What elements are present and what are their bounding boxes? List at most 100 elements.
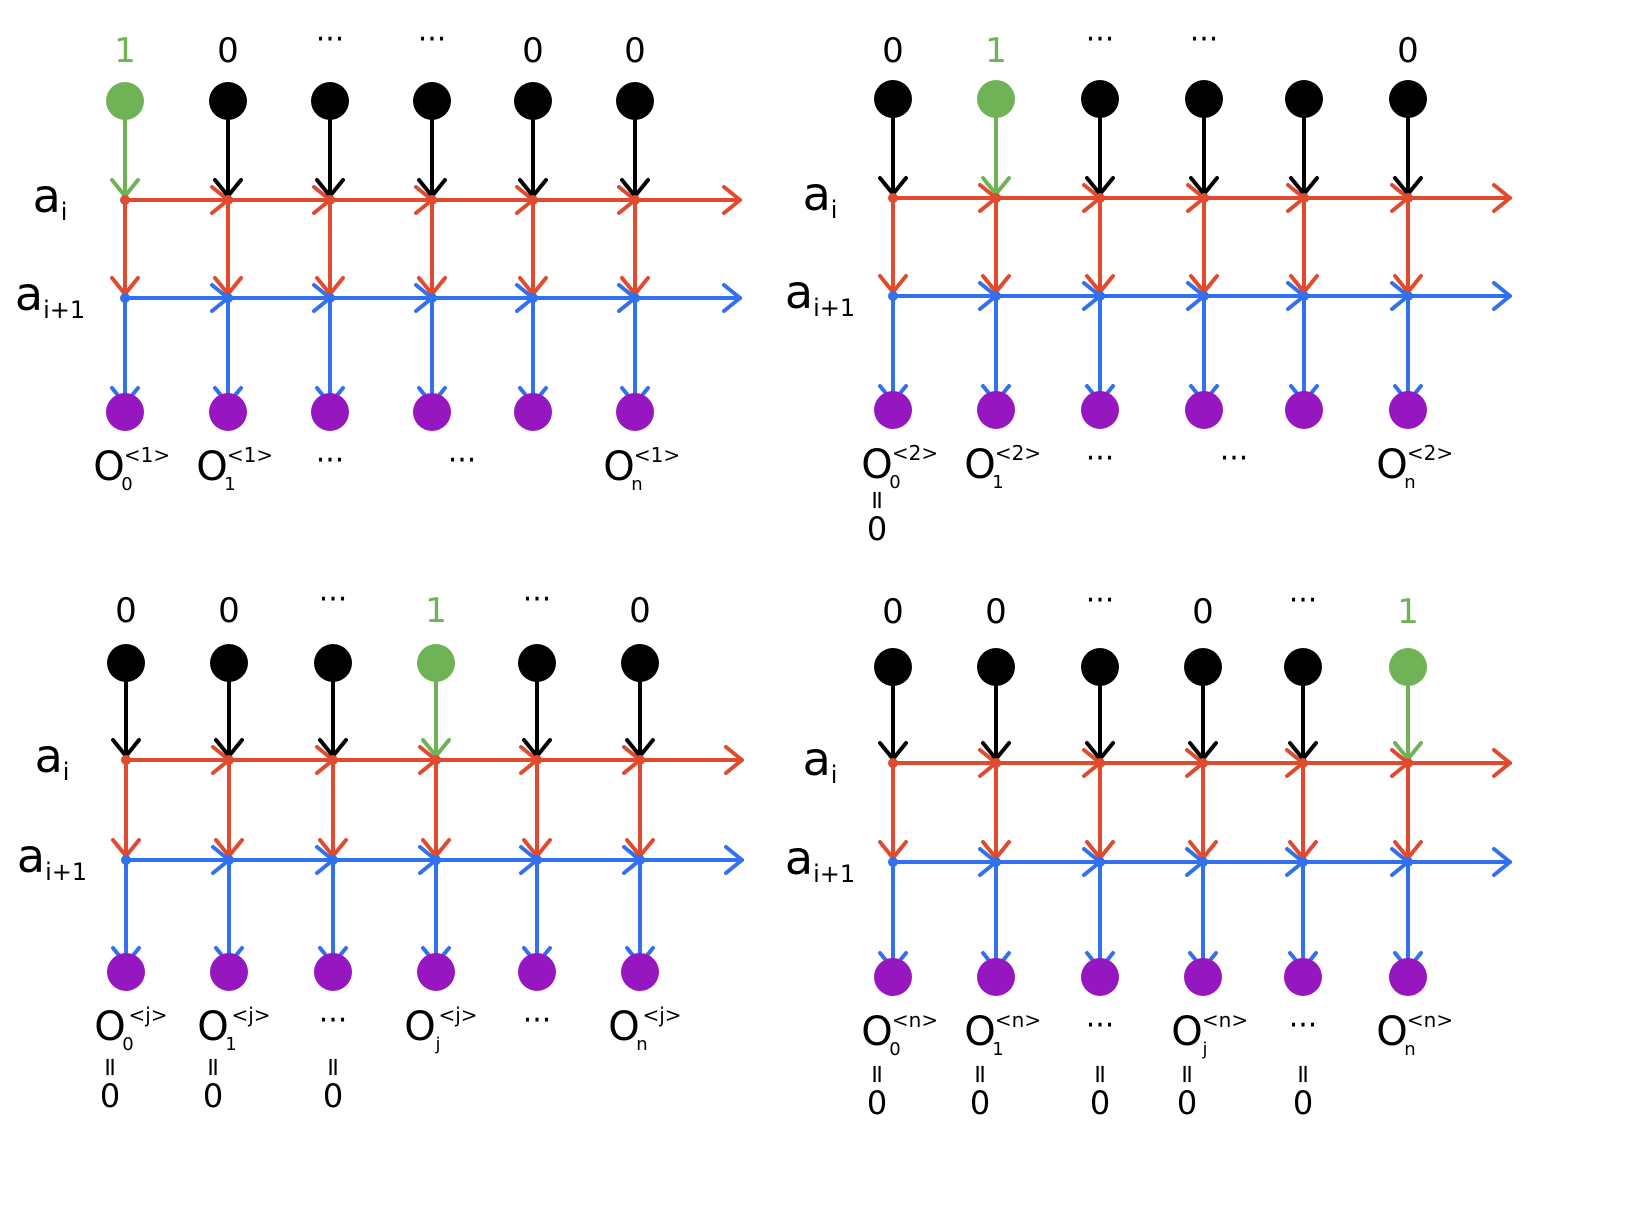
ai1-junction — [427, 293, 437, 303]
output-label-superscript: <1> — [124, 443, 170, 467]
ai1-line-arrowhead — [1492, 281, 1512, 311]
input-value-label: 0 — [1192, 592, 1214, 632]
output-label-subscript: 0 — [122, 1034, 133, 1055]
ai1-line-arrowhead — [724, 845, 744, 875]
ai1-junction — [328, 855, 338, 865]
output-label-subscript: 1 — [992, 1039, 1003, 1060]
row-label-ai-subscript: i — [63, 758, 70, 786]
output-zero-value: 0 — [867, 1084, 887, 1122]
ai-junction — [991, 193, 1001, 203]
output-node — [314, 953, 352, 991]
ai-junction — [431, 755, 441, 765]
input-value-label: 0 — [985, 592, 1007, 632]
ai1-junction — [223, 293, 233, 303]
row-label-ai: ai — [35, 729, 70, 786]
ai1-junction — [224, 855, 234, 865]
output-label: O — [196, 444, 227, 490]
output-label-subscript: 0 — [121, 474, 132, 495]
ai-junction — [325, 195, 335, 205]
input-value-label: 0 — [882, 592, 904, 632]
output-label: O — [1376, 1009, 1407, 1055]
output-node — [1081, 958, 1119, 996]
output-ellipsis: ··· — [1086, 1008, 1115, 1043]
input-value-label: ··· — [1190, 22, 1219, 57]
output-label-superscript: <n> — [1407, 1008, 1453, 1032]
output-label-superscript: <j> — [642, 1003, 681, 1027]
output-label-subscript: 1 — [225, 1034, 236, 1055]
ai-junction — [630, 195, 640, 205]
row-label-ai1: ai+1 — [785, 831, 855, 888]
output-zero-value: 0 — [970, 1084, 990, 1122]
ai-junction — [120, 195, 130, 205]
output-node — [1185, 391, 1223, 429]
output-zero-value: 0 — [1090, 1084, 1110, 1122]
output-label: O — [964, 1009, 995, 1055]
output-node — [1389, 391, 1427, 429]
row-label-ai1-subscript: i+1 — [813, 860, 855, 888]
ai-junction — [1403, 758, 1413, 768]
ai1-junction — [1403, 857, 1413, 867]
input-value-label: 0 — [882, 31, 904, 71]
output-node — [106, 393, 144, 431]
ai-line-arrowhead — [722, 185, 742, 215]
equals-sign: = — [95, 1056, 125, 1078]
input-value-label: 0 — [217, 31, 239, 71]
output-label-superscript: <n> — [892, 1008, 938, 1032]
output-label: O — [861, 1009, 892, 1055]
output-label-subscript: 1 — [992, 472, 1003, 493]
output-label: O — [93, 444, 124, 490]
ai1-junction — [121, 855, 131, 865]
input-value-label: ··· — [1289, 583, 1318, 618]
output-label: O — [197, 1004, 228, 1050]
output-zero-value: 0 — [1177, 1084, 1197, 1122]
row-label-ai1: ai+1 — [17, 829, 87, 886]
output-label: O — [1376, 442, 1407, 488]
ai1-junction — [1095, 857, 1105, 867]
output-label: O — [94, 1004, 125, 1050]
output-node — [107, 953, 145, 991]
input-value-label: 0 — [1397, 31, 1419, 71]
ai-junction — [888, 193, 898, 203]
input-value-label: ··· — [418, 22, 447, 57]
output-label-superscript: <2> — [892, 441, 938, 465]
output-node — [874, 391, 912, 429]
equals-sign: = — [862, 489, 892, 511]
output-node — [621, 953, 659, 991]
ai-junction — [888, 758, 898, 768]
ai-junction — [223, 195, 233, 205]
output-node — [209, 393, 247, 431]
row-label-ai-subscript: i — [61, 198, 68, 226]
ai-junction — [528, 195, 538, 205]
output-node — [413, 393, 451, 431]
ai-junction — [532, 755, 542, 765]
ai1-junction — [1095, 291, 1105, 301]
output-label-superscript: <n> — [1202, 1008, 1248, 1032]
output-node — [518, 953, 556, 991]
output-label-subscript: n — [1404, 1039, 1415, 1060]
ai1-junction — [120, 293, 130, 303]
equals-sign: = — [318, 1056, 348, 1078]
ai1-junction — [325, 293, 335, 303]
ai-junction — [635, 755, 645, 765]
row-label-ai1-subscript: i+1 — [45, 858, 87, 886]
input-value-label: ··· — [316, 22, 345, 57]
output-ellipsis: ··· — [1086, 441, 1115, 476]
output-label-subscript: 0 — [889, 472, 900, 493]
output-node — [417, 953, 455, 991]
ai-junction — [991, 758, 1001, 768]
output-label-subscript: n — [631, 474, 642, 495]
output-ellipsis: ··· — [1220, 441, 1249, 476]
ai-line-arrowhead — [724, 745, 744, 775]
output-label-subscript: n — [636, 1034, 647, 1055]
output-node — [514, 393, 552, 431]
output-label: O — [861, 442, 892, 488]
row-label-ai-subscript: i — [831, 761, 838, 789]
ai1-junction — [635, 855, 645, 865]
output-ellipsis: ··· — [1289, 1008, 1318, 1043]
ai-junction — [224, 755, 234, 765]
output-label-superscript: <n> — [995, 1008, 1041, 1032]
input-value-label: 1 — [1397, 592, 1419, 632]
ai1-junction — [630, 293, 640, 303]
input-value-label: 0 — [218, 591, 240, 631]
ai1-line-arrowhead — [722, 283, 742, 313]
